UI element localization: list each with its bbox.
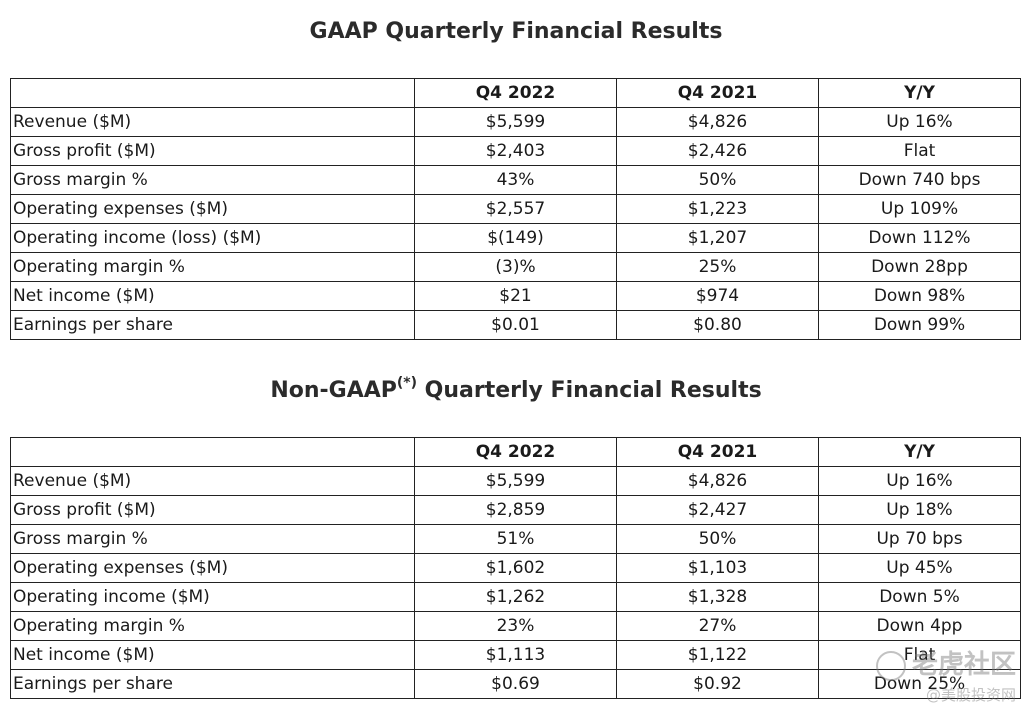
nongaap-title-prefix: Non-GAAP [270, 378, 397, 403]
value-cell: Down 112% [818, 223, 1021, 253]
value-cell: Flat [818, 640, 1021, 670]
metric-label-cell: Gross profit ($M) [10, 495, 415, 525]
value-cell: Down 4pp [818, 611, 1021, 641]
value-cell: $4,826 [616, 107, 819, 137]
value-cell: $2,427 [616, 495, 819, 525]
gaap-results-table: Q4 2022 Q4 2021 Y/Y Revenue ($M) $5,599 $4… [10, 78, 1021, 340]
table-row: Gross profit ($M) $2,859 $2,427 Up 18% [10, 495, 1021, 525]
value-cell: $974 [616, 281, 819, 311]
table-row: Operating income ($M) $1,262 $1,328 Down 5% [10, 582, 1021, 612]
table-row: Operating margin % 23% 27% Down 4pp [10, 611, 1021, 641]
value-cell: Up 16% [818, 466, 1021, 496]
header-cell: Q4 2021 [616, 78, 819, 108]
value-cell: Flat [818, 136, 1021, 166]
value-cell: $5,599 [414, 107, 617, 137]
metric-label-cell: Earnings per share [10, 310, 415, 340]
value-cell: $1,223 [616, 194, 819, 224]
nongaap-table-body: Revenue ($M) $5,599 $4,826 Up 16% Gross prof… [10, 466, 1021, 699]
value-cell: $0.92 [616, 669, 819, 699]
header-cell [10, 78, 415, 108]
table-row: Earnings per share $0.01 $0.80 Down 99% [10, 310, 1021, 340]
header-cell: Q4 2021 [616, 437, 819, 467]
metric-label-cell: Operating expenses ($M) [10, 553, 415, 583]
table-row: Operating expenses ($M) $1,602 $1,103 Up 45… [10, 553, 1021, 583]
value-cell: $1,328 [616, 582, 819, 612]
nongaap-title-suffix: Quarterly Financial Results [417, 378, 762, 403]
metric-label-cell: Net income ($M) [10, 640, 415, 670]
value-cell: Up 45% [818, 553, 1021, 583]
value-cell: Down 99% [818, 310, 1021, 340]
value-cell: (3)% [414, 252, 617, 282]
metric-label-cell: Operating income (loss) ($M) [10, 223, 415, 253]
table-row: Revenue ($M) $5,599 $4,826 Up 16% [10, 107, 1021, 137]
table-row: Operating margin % (3)% 25% Down 28pp [10, 252, 1021, 282]
nongaap-results-table: Q4 2022 Q4 2021 Y/Y Revenue ($M) $5,599 $4… [10, 437, 1021, 699]
value-cell: Down 28pp [818, 252, 1021, 282]
table-row: Operating income (loss) ($M) $(149) $1,207… [10, 223, 1021, 253]
header-cell: Y/Y [818, 78, 1021, 108]
value-cell: $1,207 [616, 223, 819, 253]
nongaap-title-footnote-mark: (*) [396, 374, 417, 391]
value-cell: 27% [616, 611, 819, 641]
value-cell: $1,262 [414, 582, 617, 612]
value-cell: $0.69 [414, 669, 617, 699]
metric-label-cell: Revenue ($M) [10, 107, 415, 137]
value-cell: $2,403 [414, 136, 617, 166]
value-cell: Down 98% [818, 281, 1021, 311]
value-cell: 23% [414, 611, 617, 641]
table-row: Gross profit ($M) $2,403 $2,426 Flat [10, 136, 1021, 166]
table-header-row: Q4 2022 Q4 2021 Y/Y [10, 437, 1021, 467]
value-cell: 25% [616, 252, 819, 282]
value-cell: $0.01 [414, 310, 617, 340]
value-cell: $(149) [414, 223, 617, 253]
value-cell: 43% [414, 165, 617, 195]
metric-label-cell: Gross margin % [10, 524, 415, 554]
value-cell: 51% [414, 524, 617, 554]
table-row: Gross margin % 51% 50% Up 70 bps [10, 524, 1021, 554]
table-header-row: Q4 2022 Q4 2021 Y/Y [10, 78, 1021, 108]
value-cell: $1,122 [616, 640, 819, 670]
table-row: Gross margin % 43% 50% Down 740 bps [10, 165, 1021, 195]
value-cell: $2,859 [414, 495, 617, 525]
metric-label-cell: Operating margin % [10, 611, 415, 641]
header-cell: Q4 2022 [414, 78, 617, 108]
value-cell: $21 [414, 281, 617, 311]
metric-label-cell: Net income ($M) [10, 281, 415, 311]
metric-label-cell: Gross margin % [10, 165, 415, 195]
value-cell: Up 16% [818, 107, 1021, 137]
metric-label-cell: Revenue ($M) [10, 466, 415, 496]
value-cell: Down 740 bps [818, 165, 1021, 195]
value-cell: 50% [616, 524, 819, 554]
table-row: Revenue ($M) $5,599 $4,826 Up 16% [10, 466, 1021, 496]
metric-label-cell: Gross profit ($M) [10, 136, 415, 166]
gaap-table-body: Revenue ($M) $5,599 $4,826 Up 16% Gross prof… [10, 107, 1021, 340]
nongaap-title: Non-GAAP(*) Quarterly Financial Results [0, 376, 1032, 406]
value-cell: $1,113 [414, 640, 617, 670]
value-cell: $5,599 [414, 466, 617, 496]
value-cell: Down 5% [818, 582, 1021, 612]
table-row: Net income ($M) $21 $974 Down 98% [10, 281, 1021, 311]
metric-label-cell: Operating income ($M) [10, 582, 415, 612]
header-cell: Q4 2022 [414, 437, 617, 467]
metric-label-cell: Earnings per share [10, 669, 415, 699]
value-cell: Down 25% [818, 669, 1021, 699]
table-row: Earnings per share $0.69 $0.92 Down 25% [10, 669, 1021, 699]
value-cell: Up 18% [818, 495, 1021, 525]
value-cell: $4,826 [616, 466, 819, 496]
value-cell: Up 70 bps [818, 524, 1021, 554]
value-cell: Up 109% [818, 194, 1021, 224]
value-cell: $2,426 [616, 136, 819, 166]
table-row: Operating expenses ($M) $2,557 $1,223 Up 10… [10, 194, 1021, 224]
gaap-title: GAAP Quarterly Financial Results [309, 19, 723, 44]
value-cell: $0.80 [616, 310, 819, 340]
value-cell: $2,557 [414, 194, 617, 224]
header-cell [10, 437, 415, 467]
metric-label-cell: Operating margin % [10, 252, 415, 282]
header-cell: Y/Y [818, 437, 1021, 467]
metric-label-cell: Operating expenses ($M) [10, 194, 415, 224]
table-row: Net income ($M) $1,113 $1,122 Flat [10, 640, 1021, 670]
value-cell: $1,602 [414, 553, 617, 583]
value-cell: 50% [616, 165, 819, 195]
value-cell: $1,103 [616, 553, 819, 583]
